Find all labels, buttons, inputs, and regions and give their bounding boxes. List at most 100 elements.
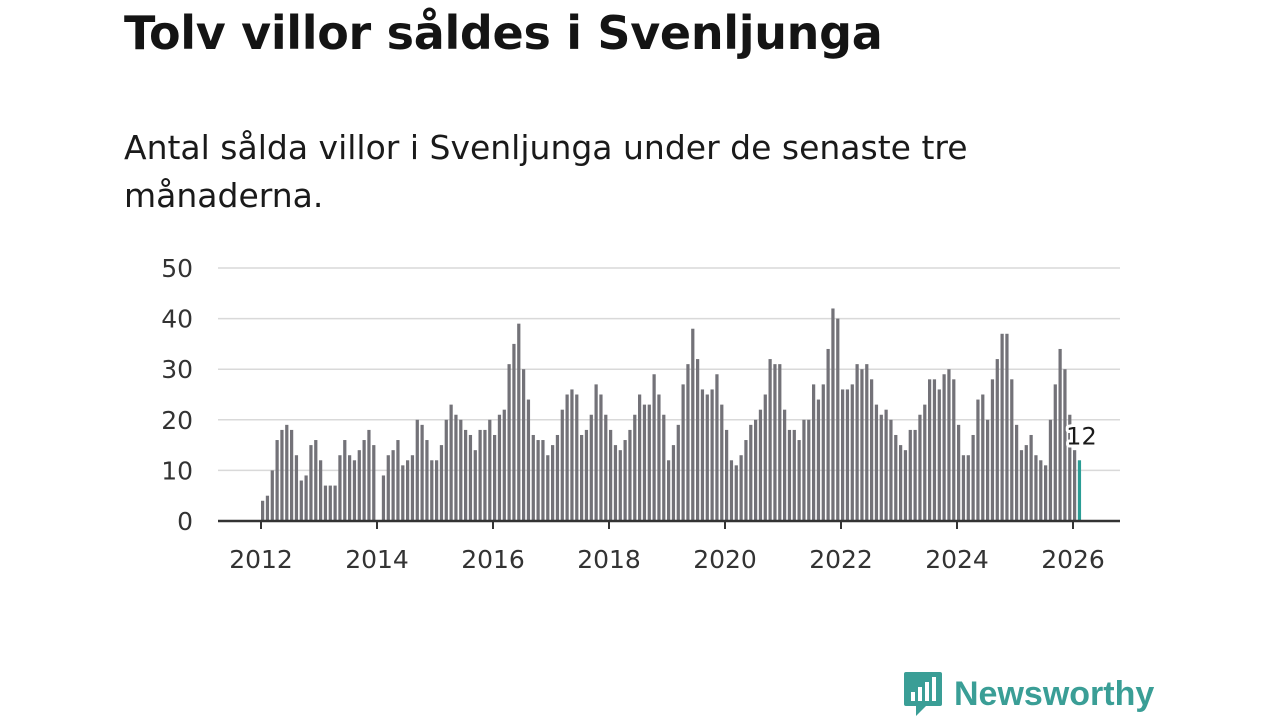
bar <box>478 429 482 521</box>
bar <box>879 414 883 521</box>
y-tick-label: 40 <box>161 305 193 334</box>
bar <box>280 429 284 521</box>
bar <box>497 414 502 521</box>
bar <box>836 318 840 521</box>
bar <box>618 450 622 521</box>
bar <box>285 424 289 521</box>
bar <box>667 460 671 521</box>
bar <box>444 419 448 521</box>
bar <box>705 394 709 521</box>
bar <box>710 389 714 521</box>
bar <box>845 389 850 521</box>
bar <box>725 429 729 521</box>
bar <box>826 348 830 521</box>
brand-name: Newsworthy <box>954 674 1155 713</box>
bar <box>739 455 743 521</box>
bar <box>319 460 323 521</box>
bar <box>903 450 908 521</box>
x-tick-label: 2022 <box>809 545 873 574</box>
bar <box>773 364 777 521</box>
bar <box>565 394 569 521</box>
bar <box>623 440 627 521</box>
bar <box>928 379 932 521</box>
bar <box>352 460 357 521</box>
bar <box>348 455 352 521</box>
bar <box>686 364 690 521</box>
bar <box>633 414 637 521</box>
bar <box>406 460 410 521</box>
bar <box>855 364 859 521</box>
bar <box>700 389 705 521</box>
bar <box>343 440 347 521</box>
bar <box>971 434 975 521</box>
x-tick-label: 2024 <box>925 545 989 574</box>
bar <box>261 500 265 521</box>
x-tick-label: 2012 <box>229 545 293 574</box>
bar <box>483 429 487 521</box>
bar <box>937 389 941 521</box>
bar <box>290 429 294 521</box>
x-tick-label: 2016 <box>461 545 525 574</box>
bar <box>1010 379 1014 521</box>
bar <box>512 343 516 521</box>
bar <box>802 419 806 521</box>
bar <box>372 445 376 521</box>
bar <box>749 424 753 521</box>
bar <box>763 394 767 521</box>
bar <box>459 419 463 521</box>
bar <box>449 404 453 521</box>
bar <box>976 399 980 521</box>
bar <box>768 359 772 521</box>
bar <box>541 440 545 521</box>
bar <box>874 404 879 521</box>
bar <box>628 429 632 521</box>
bar <box>560 409 564 521</box>
bar <box>918 414 922 521</box>
bar <box>681 384 685 521</box>
bar-chart-speech-bubble-icon <box>904 672 942 716</box>
bar <box>990 379 995 521</box>
bar <box>551 445 555 521</box>
bar <box>338 455 342 521</box>
bar <box>396 440 400 521</box>
bar <box>831 308 835 521</box>
bar <box>850 384 854 521</box>
bar <box>604 414 608 521</box>
brand-logo: Newsworthy <box>902 670 1154 718</box>
bar <box>555 434 560 521</box>
bar <box>381 475 386 521</box>
x-tick-label: 2014 <box>345 545 409 574</box>
bar <box>420 424 424 521</box>
bar <box>609 429 613 521</box>
bar <box>715 374 719 521</box>
bar-highlight <box>1077 460 1082 521</box>
bar <box>961 455 966 521</box>
bar <box>691 328 695 521</box>
bar <box>758 409 763 521</box>
bar <box>1019 450 1024 521</box>
bar <box>652 374 656 521</box>
bar <box>265 495 270 521</box>
bar <box>894 434 898 521</box>
bar <box>932 379 937 521</box>
bar <box>1024 445 1028 521</box>
bar <box>923 404 927 521</box>
bar <box>966 455 970 521</box>
bar <box>1058 348 1062 521</box>
y-tick-label: 50 <box>161 254 193 283</box>
bar <box>1073 450 1077 521</box>
bar <box>531 434 535 521</box>
bar <box>860 369 864 521</box>
x-tick-label: 2026 <box>1041 545 1105 574</box>
bar <box>676 424 680 521</box>
bar <box>1015 424 1019 521</box>
bar <box>401 465 405 521</box>
bar <box>599 394 603 521</box>
bar <box>995 359 999 521</box>
bar <box>1039 460 1043 521</box>
bar <box>275 440 279 521</box>
bar <box>1068 414 1072 521</box>
bar <box>613 445 618 521</box>
bar <box>488 419 492 521</box>
